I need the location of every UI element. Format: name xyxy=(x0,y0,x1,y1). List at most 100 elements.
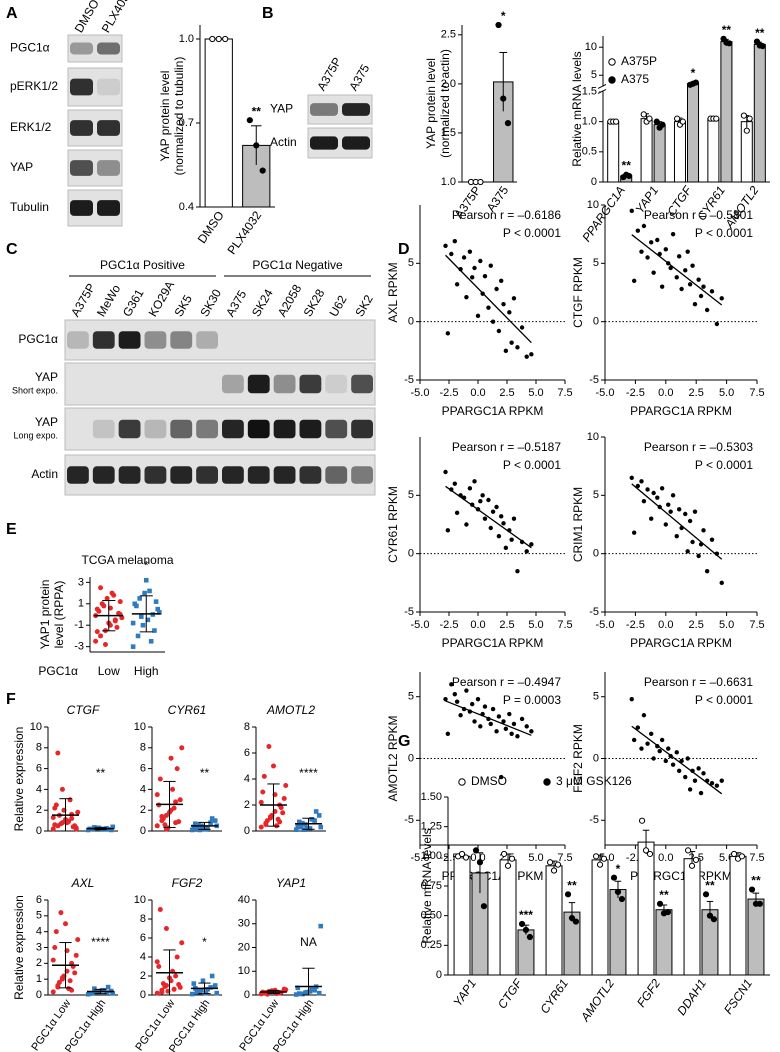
lane-label: PLX4032 xyxy=(99,0,136,35)
y-tick-label: 0 xyxy=(408,316,414,328)
data-point xyxy=(649,516,654,521)
blot-band xyxy=(222,374,244,394)
data-point xyxy=(111,592,117,598)
y-tick-label: 0 xyxy=(36,825,42,837)
data-point xyxy=(687,282,693,287)
data-point xyxy=(98,633,104,639)
data-point xyxy=(154,792,160,798)
data-point xyxy=(501,719,506,724)
data-point xyxy=(214,990,220,996)
x-tick-label: PLX4032 xyxy=(225,208,265,257)
data-point xyxy=(641,713,647,718)
data-point xyxy=(709,781,715,786)
data-point xyxy=(461,255,467,260)
data-point xyxy=(529,542,534,547)
y-tick-label: 6 xyxy=(36,763,42,775)
x-axis-label: PPARGC1A RPKM xyxy=(630,636,732,650)
data-point xyxy=(171,805,177,811)
blot-band xyxy=(310,103,338,116)
data-point xyxy=(529,729,534,734)
data-point xyxy=(480,493,485,498)
data-point xyxy=(67,797,73,803)
data-point xyxy=(524,354,529,359)
y-tick-label: 1 xyxy=(78,598,84,610)
data-point xyxy=(698,293,704,299)
chart-title: CYR61 xyxy=(168,703,207,717)
y-axis-label: AXL RPKM xyxy=(386,262,400,322)
data-point xyxy=(104,595,110,601)
data-point xyxy=(196,822,201,828)
data-point xyxy=(72,970,78,976)
data-point xyxy=(625,172,633,180)
lane-label: A375 xyxy=(223,288,249,320)
y-tick-label: 1.0 xyxy=(179,33,194,45)
data-point xyxy=(152,628,157,633)
significance: **** xyxy=(91,935,110,949)
bar xyxy=(637,841,655,976)
data-point xyxy=(659,486,665,491)
x-tick-label: 5.0 xyxy=(719,619,734,631)
data-point xyxy=(452,238,457,244)
significance: ** xyxy=(622,158,632,172)
data-point xyxy=(501,301,506,307)
x-tick-label: PPARGC1A xyxy=(579,184,627,245)
blot-band xyxy=(97,200,120,216)
data-point xyxy=(685,249,690,254)
bar xyxy=(729,855,747,976)
data-point xyxy=(73,826,79,832)
data-point xyxy=(499,774,504,780)
data-point xyxy=(59,975,65,981)
data-point xyxy=(719,580,724,586)
data-point xyxy=(163,812,169,818)
bar xyxy=(640,118,653,183)
data-point xyxy=(478,258,483,264)
data-point xyxy=(526,933,534,941)
blot-band xyxy=(351,466,373,484)
blot-band xyxy=(92,419,115,439)
data-point xyxy=(75,809,81,815)
regression-line xyxy=(631,725,723,795)
data-point xyxy=(666,502,671,507)
blot-band xyxy=(325,466,348,484)
data-point xyxy=(500,850,508,858)
y-tick-label: 8 xyxy=(36,742,42,754)
data-point xyxy=(102,642,108,647)
data-point xyxy=(280,810,286,816)
data-point xyxy=(445,331,451,336)
data-point xyxy=(494,729,499,734)
blot-band xyxy=(247,466,270,484)
data-point xyxy=(482,516,488,521)
significance: ** xyxy=(659,888,669,902)
data-point xyxy=(170,786,176,792)
data-point xyxy=(271,763,276,769)
data-point xyxy=(740,112,748,119)
regression-line xyxy=(445,700,532,736)
y-tick-label: 0 xyxy=(244,989,250,1001)
y-tick-label: 0.25 xyxy=(421,939,442,951)
y-tick-label: 0 xyxy=(408,752,414,764)
data-point xyxy=(706,912,714,919)
data-point xyxy=(189,991,195,997)
y-axis-label: FGF2 RPKM xyxy=(571,724,585,793)
data-point xyxy=(629,475,634,481)
data-point xyxy=(657,748,662,754)
data-point xyxy=(655,237,660,243)
data-point xyxy=(674,275,679,280)
panel-label: E xyxy=(6,521,17,538)
y-tick-label: 5 xyxy=(408,691,414,703)
blot-band xyxy=(222,419,244,439)
data-point xyxy=(179,940,185,946)
y-tick-label: 1.25 xyxy=(421,821,442,833)
data-point xyxy=(649,731,654,736)
data-point xyxy=(137,596,142,601)
data-point xyxy=(470,701,475,707)
blot-band xyxy=(118,466,141,484)
data-point xyxy=(515,568,520,574)
x-tick-label: CYR61 xyxy=(537,977,571,1017)
y-tick-label: 30 xyxy=(238,918,250,930)
blot-band xyxy=(67,466,89,484)
lane-label: SK5 xyxy=(171,292,195,319)
data-point xyxy=(472,479,477,484)
y-tick-label: 0 xyxy=(593,752,599,764)
data-point xyxy=(110,824,116,830)
